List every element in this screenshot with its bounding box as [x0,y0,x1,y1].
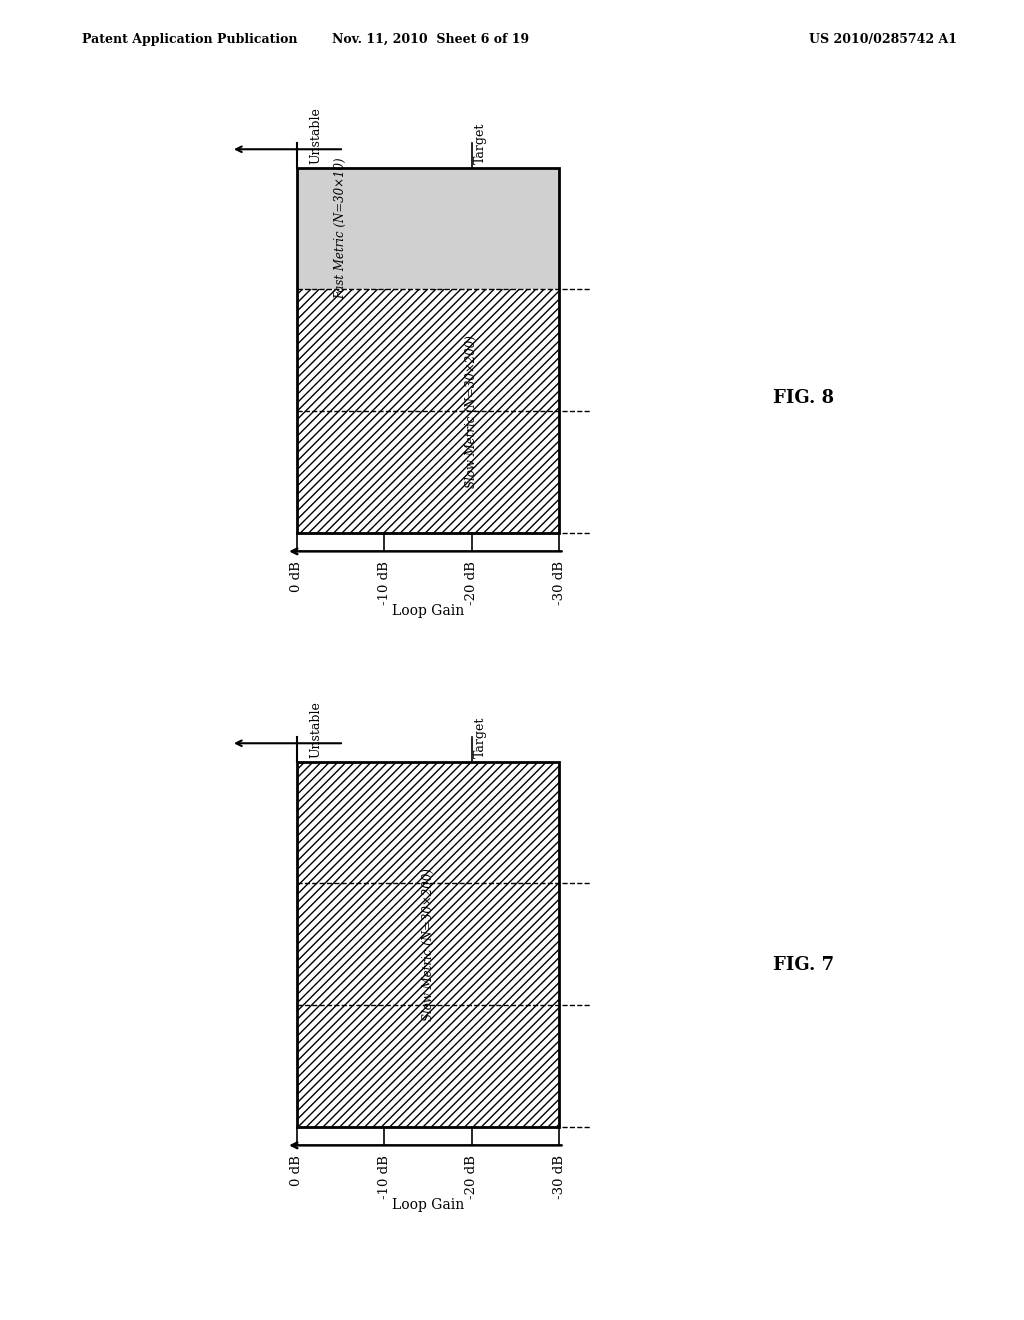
Text: FIG. 7: FIG. 7 [773,956,835,974]
Bar [297,762,559,1127]
Text: Target: Target [474,123,487,164]
Bar [297,168,559,289]
Text: US 2010/0285742 A1: US 2010/0285742 A1 [809,33,957,46]
Text: -30 dB: -30 dB [553,561,566,605]
Text: -10 dB: -10 dB [378,1155,391,1199]
Text: -20 dB: -20 dB [465,561,478,605]
Text: FIG. 8: FIG. 8 [773,388,835,407]
Bar [297,289,559,533]
Text: Target: Target [474,717,487,758]
Text: Patent Application Publication: Patent Application Publication [82,33,297,46]
Text: Fast Metric (N=30×10): Fast Metric (N=30×10) [334,157,347,300]
Text: Loop Gain: Loop Gain [392,1197,464,1212]
Text: Slow Metric (N=30×200): Slow Metric (N=30×200) [422,867,434,1020]
Text: Unstable: Unstable [310,107,323,164]
Text: 0 dB: 0 dB [290,1155,303,1185]
Bar [297,168,559,533]
Text: Loop Gain: Loop Gain [392,603,464,618]
Text: -30 dB: -30 dB [553,1155,566,1199]
Bar [297,762,559,1127]
Text: Nov. 11, 2010  Sheet 6 of 19: Nov. 11, 2010 Sheet 6 of 19 [332,33,528,46]
Text: Slow Metric (N=30×200): Slow Metric (N=30×200) [465,335,478,487]
Text: -20 dB: -20 dB [465,1155,478,1199]
Text: -10 dB: -10 dB [378,561,391,605]
Text: 0 dB: 0 dB [290,561,303,591]
Text: Unstable: Unstable [310,701,323,758]
